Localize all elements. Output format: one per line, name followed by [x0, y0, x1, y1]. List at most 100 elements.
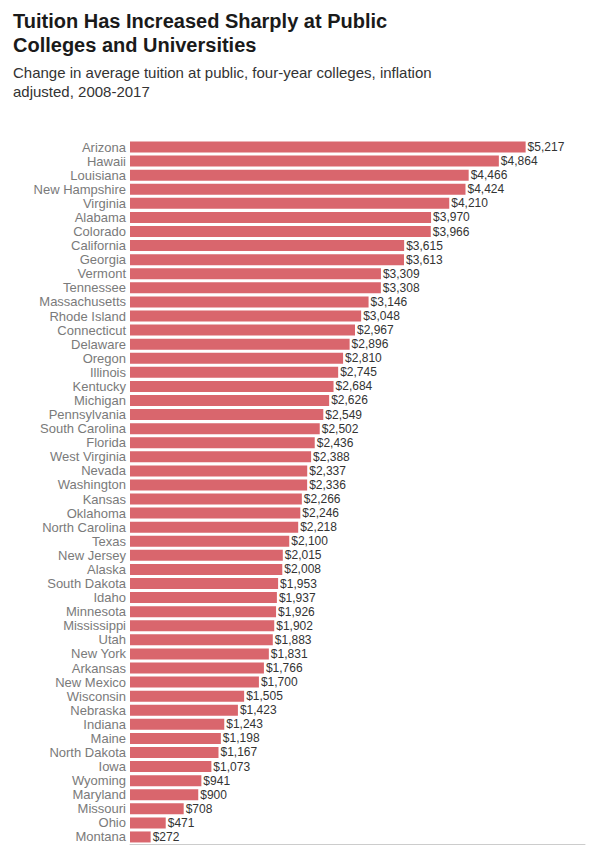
svg-text:Colorado: Colorado	[73, 224, 126, 239]
svg-text:Oregon: Oregon	[83, 351, 126, 366]
svg-text:Vermont: Vermont	[78, 266, 127, 281]
svg-text:Arizona: Arizona	[82, 140, 127, 155]
svg-text:$1,423: $1,423	[240, 703, 277, 717]
svg-text:$1,505: $1,505	[246, 689, 283, 703]
svg-text:$2,015: $2,015	[285, 548, 322, 562]
svg-text:$4,424: $4,424	[467, 182, 504, 196]
svg-text:$2,549: $2,549	[325, 408, 362, 422]
svg-text:$2,100: $2,100	[291, 534, 328, 548]
svg-text:Oklahoma: Oklahoma	[67, 506, 127, 521]
svg-text:Rhode Island: Rhode Island	[49, 309, 126, 324]
svg-text:Delaware: Delaware	[71, 337, 126, 352]
svg-text:$1,902: $1,902	[276, 619, 313, 633]
svg-text:$2,336: $2,336	[309, 478, 346, 492]
svg-text:Tuition Has Increased Sharply: Tuition Has Increased Sharply at Public	[13, 10, 393, 32]
svg-text:New Jersey: New Jersey	[58, 548, 126, 563]
svg-text:Georgia: Georgia	[80, 252, 127, 267]
svg-text:$4,210: $4,210	[451, 196, 488, 210]
svg-text:$1,926: $1,926	[278, 605, 315, 619]
svg-text:$2,388: $2,388	[313, 450, 350, 464]
svg-text:California: California	[71, 238, 127, 253]
svg-text:Florida: Florida	[86, 435, 127, 450]
svg-text:Michigan: Michigan	[74, 393, 126, 408]
svg-text:Idaho: Idaho	[93, 590, 126, 605]
svg-text:$1,243: $1,243	[226, 717, 263, 731]
svg-text:Utah: Utah	[99, 632, 126, 647]
svg-text:Pennsylvania: Pennsylvania	[49, 407, 127, 422]
svg-text:$2,967: $2,967	[357, 323, 394, 337]
svg-text:$3,615: $3,615	[406, 239, 443, 253]
svg-text:New Hampshire: New Hampshire	[34, 182, 126, 197]
svg-text:New York: New York	[71, 646, 126, 661]
svg-text:$2,266: $2,266	[304, 492, 341, 506]
svg-text:New Mexico: New Mexico	[55, 675, 126, 690]
svg-text:$2,502: $2,502	[322, 422, 359, 436]
svg-text:Ohio: Ohio	[99, 815, 126, 830]
svg-text:Alabama: Alabama	[75, 210, 127, 225]
svg-text:$900: $900	[200, 788, 227, 802]
svg-text:$3,970: $3,970	[433, 210, 470, 224]
svg-text:Washington: Washington	[58, 477, 126, 492]
svg-text:Nevada: Nevada	[81, 463, 127, 478]
svg-text:$2,246: $2,246	[302, 506, 339, 520]
svg-text:$2,684: $2,684	[336, 379, 373, 393]
svg-text:$4,466: $4,466	[471, 168, 508, 182]
svg-text:$1,167: $1,167	[220, 745, 257, 759]
svg-text:$2,626: $2,626	[331, 393, 368, 407]
svg-text:North Dakota: North Dakota	[49, 745, 126, 760]
svg-text:Texas: Texas	[92, 534, 126, 549]
svg-text:Maryland: Maryland	[73, 787, 126, 802]
svg-text:$5,217: $5,217	[528, 140, 565, 154]
svg-text:South Carolina: South Carolina	[40, 421, 127, 436]
svg-text:North Carolina: North Carolina	[42, 520, 127, 535]
svg-text:$272: $272	[153, 830, 180, 844]
svg-text:West Virginia: West Virginia	[50, 449, 127, 464]
svg-text:Connecticut: Connecticut	[57, 323, 126, 338]
svg-text:Louisiana: Louisiana	[70, 168, 126, 183]
svg-text:$941: $941	[203, 774, 230, 788]
svg-text:South Dakota: South Dakota	[47, 576, 127, 591]
svg-text:Iowa: Iowa	[99, 759, 127, 774]
svg-text:$1,766: $1,766	[266, 661, 303, 675]
svg-text:$708: $708	[186, 802, 213, 816]
svg-text:$471: $471	[168, 816, 195, 830]
svg-text:Change in average tuition at p: Change in average tuition at public, fou…	[13, 64, 436, 81]
svg-text:$3,146: $3,146	[371, 295, 408, 309]
svg-text:Nebraska: Nebraska	[70, 703, 126, 718]
svg-text:Missouri: Missouri	[78, 801, 127, 816]
svg-text:$1,198: $1,198	[223, 731, 260, 745]
svg-text:Massachusetts: Massachusetts	[39, 294, 126, 309]
svg-text:Minnesota: Minnesota	[66, 604, 127, 619]
svg-text:$1,953: $1,953	[280, 577, 317, 591]
svg-text:$2,436: $2,436	[317, 436, 354, 450]
svg-text:$2,810: $2,810	[345, 351, 382, 365]
svg-text:$1,700: $1,700	[261, 675, 298, 689]
svg-text:$2,896: $2,896	[352, 337, 389, 351]
svg-text:$4,864: $4,864	[501, 154, 538, 168]
svg-text:Kansas: Kansas	[83, 492, 127, 507]
svg-text:adjusted, 2008-2017: adjusted, 2008-2017	[13, 83, 150, 100]
svg-text:Illinois: Illinois	[90, 365, 127, 380]
svg-text:$1,937: $1,937	[279, 591, 316, 605]
svg-text:Maine: Maine	[91, 731, 126, 746]
svg-text:$3,966: $3,966	[433, 225, 470, 239]
svg-text:Wisconsin: Wisconsin	[67, 689, 126, 704]
svg-text:Virginia: Virginia	[83, 196, 127, 211]
svg-text:$2,745: $2,745	[340, 365, 377, 379]
svg-text:Tennessee: Tennessee	[63, 280, 126, 295]
svg-text:$3,048: $3,048	[363, 309, 400, 323]
svg-text:$3,613: $3,613	[406, 253, 443, 267]
svg-text:Montana: Montana	[75, 829, 126, 844]
svg-text:$1,831: $1,831	[271, 647, 308, 661]
svg-text:Hawaii: Hawaii	[87, 154, 126, 169]
svg-text:$3,308: $3,308	[383, 281, 420, 295]
svg-text:Wyoming: Wyoming	[72, 773, 126, 788]
svg-text:Mississippi: Mississippi	[63, 618, 126, 633]
svg-text:$2,218: $2,218	[300, 520, 337, 534]
svg-text:$1,883: $1,883	[275, 633, 312, 647]
svg-text:Colleges and Universities: Colleges and Universities	[13, 34, 256, 56]
svg-text:$2,008: $2,008	[284, 562, 321, 576]
svg-text:Arkansas: Arkansas	[72, 661, 127, 676]
svg-text:Indiana: Indiana	[83, 717, 126, 732]
svg-text:Alaska: Alaska	[87, 562, 127, 577]
